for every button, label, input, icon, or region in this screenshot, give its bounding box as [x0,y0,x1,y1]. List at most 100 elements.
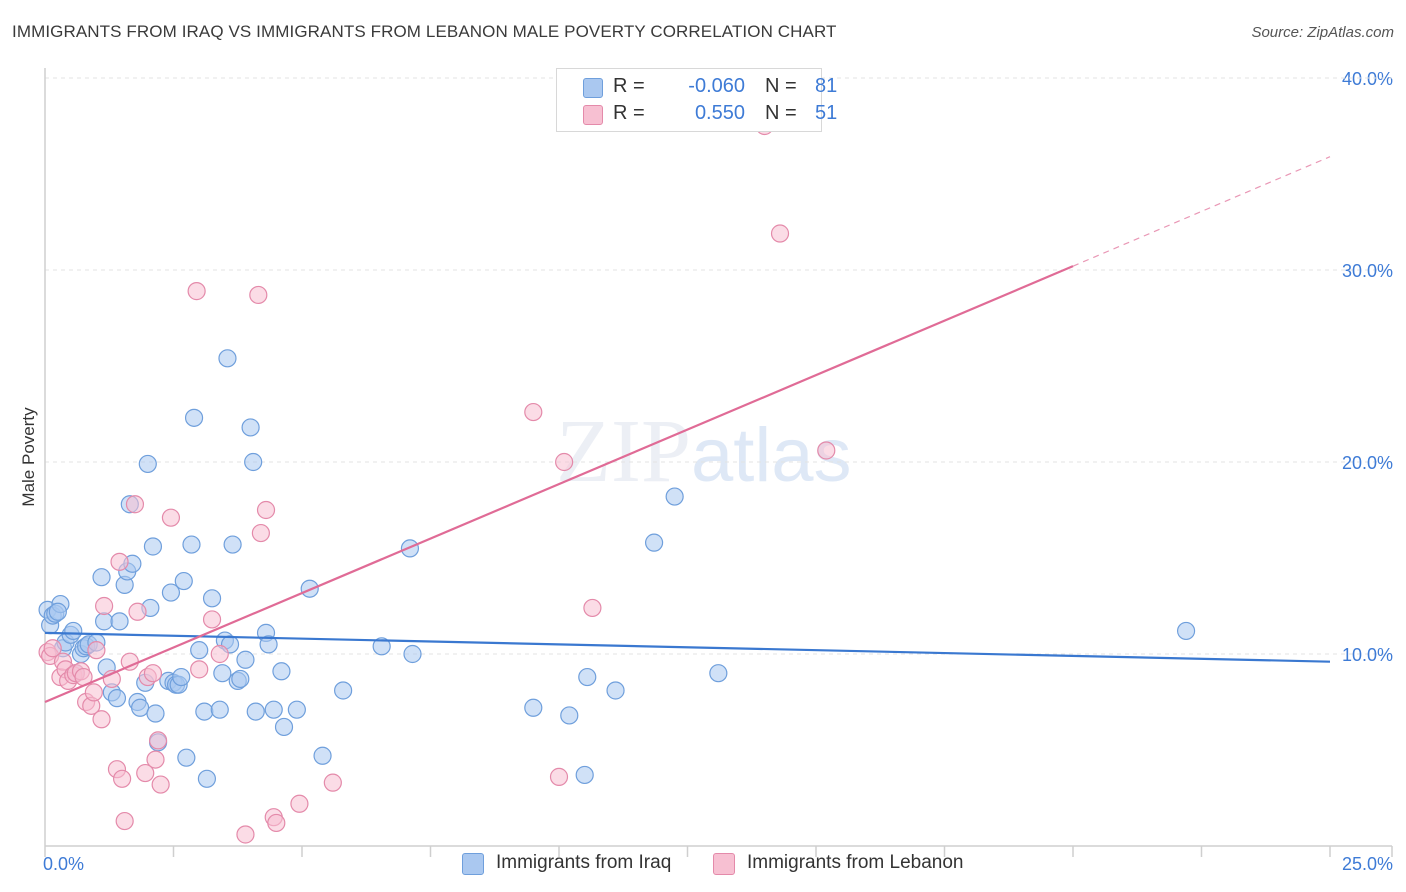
bottom-legend-label: Immigrants from Lebanon [747,852,964,873]
iraq-point [287,700,306,719]
lebanon-point [92,710,111,729]
legend-swatch-lebanon [583,105,603,125]
lebanon-point [146,750,165,769]
iraq-point [606,681,625,700]
y-tick-label: 10.0% [1342,645,1393,665]
lebanon-point [251,523,270,543]
iraq-point [236,650,255,669]
legend-r-value: -0.060 [688,75,745,97]
iraq-point [177,748,196,767]
lebanon-point [84,683,103,702]
lebanon-point [148,731,168,750]
iraq-point [709,664,728,683]
y-tick-label: 20.0% [1342,453,1393,473]
stats-legend: R = -0.060 N = 81 R = 0.550 N = 51 [556,68,837,132]
legend-r-label: R = [613,102,645,124]
lebanon-point [161,508,181,527]
lebanon-point [210,644,229,664]
x-tick-label: 0.0% [43,854,84,874]
lebanon-point [187,282,206,301]
iraq-point [244,452,263,472]
lebanon-trend-line [44,265,1074,704]
iraq-point [64,621,83,641]
lebanon-point [112,769,132,788]
iraq-point [334,681,353,700]
lebanon-point [323,773,342,792]
iraq-point [138,454,157,474]
watermark-zip: ZIP [556,402,691,501]
iraq-point [95,612,114,631]
lebanon-point [583,598,602,618]
iraq-point [665,487,684,506]
lebanon-point [115,811,134,831]
lebanon-trend-extension [1072,156,1331,267]
bottom-legend-swatch-lebanon [713,853,735,875]
lebanon-point [290,794,309,813]
iraq-point [313,746,332,765]
y-tick-label: 30.0% [1342,261,1393,281]
iraq-point [182,535,201,554]
legend-swatch-iraq [583,78,603,98]
bottom-legend-label: Immigrants from Iraq [496,852,672,873]
lebanon-point [524,402,543,422]
iraq-point [92,568,111,587]
lebanon-point [128,602,147,621]
iraq-point [246,702,265,721]
iraq-point [1176,621,1196,641]
lebanon-point [817,441,836,460]
iraq-point [259,635,278,654]
legend-n-label: N = [765,102,797,124]
lebanon-point [249,285,268,305]
y-tick-label: 40.0% [1342,69,1393,89]
iraq-point [161,583,181,602]
lebanon-point [267,813,286,833]
iraq-point [107,689,127,708]
iraq-point [218,349,237,368]
iraq-point [174,571,193,591]
legend-n-value: 51 [815,102,838,124]
y-axis-label: Male Poverty [19,407,38,507]
iraq-point [184,408,204,427]
source-label: Source: ZipAtlas.com [1251,24,1394,41]
chart-title: IMMIGRANTS FROM IRAQ VS IMMIGRANTS FROM … [12,22,837,41]
iraq-point [223,535,242,554]
iraq-point [644,533,664,552]
lebanon-point [555,452,574,472]
legend-r-value: 0.550 [694,102,745,124]
legend-n-label: N = [765,75,797,97]
lebanon-point [202,610,222,629]
iraq-point [172,667,191,687]
iraq-point [403,644,422,664]
iraq-point [190,641,209,660]
iraq-point [372,637,391,656]
iraq-point [197,769,217,788]
iraq-trend-line [44,631,1331,663]
legend-r-label: R = [613,75,645,97]
lebanon-point [87,641,106,660]
iraq-point [213,664,232,683]
iraq-point [146,704,165,723]
x-tick-label: 25.0% [1342,854,1393,874]
lebanon-point [256,500,276,520]
lebanon-point [43,639,62,658]
iraq-point [274,717,294,737]
iraq-point [264,700,283,719]
iraq-point [110,612,129,631]
iraq-point [202,589,222,608]
iraq-point [575,765,594,785]
iraq-point [272,662,291,681]
lebanon-point [151,775,170,794]
bottom-legend-swatch-iraq [462,853,484,875]
iraq-point [241,418,260,437]
iraq-point [578,667,597,687]
lebanon-point [549,767,569,786]
lebanon-point [143,664,163,683]
iraq-point [143,537,163,556]
lebanon-point [236,825,255,844]
iraq-point [48,602,67,621]
lebanon-point [125,495,145,514]
lebanon-point [770,224,790,243]
iraq-point [231,669,250,689]
lebanon-point [95,596,114,616]
